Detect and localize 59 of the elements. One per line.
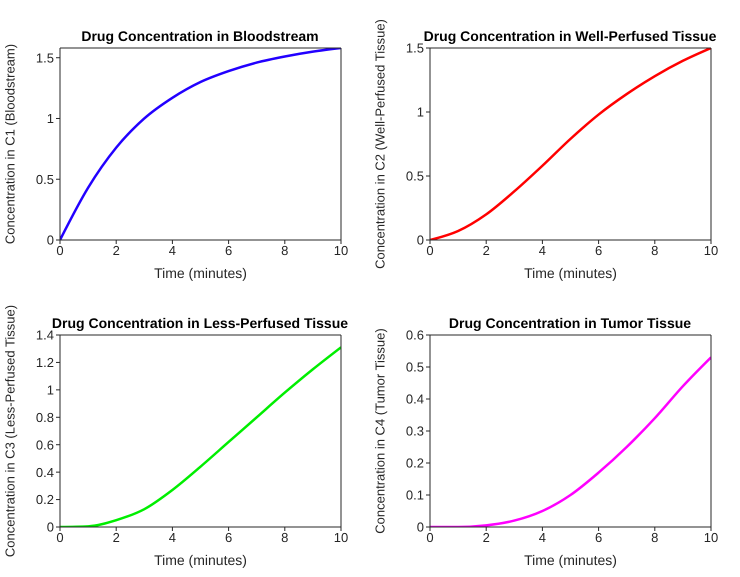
y-tick-label: 1 bbox=[46, 111, 54, 126]
x-tick-label: 10 bbox=[334, 530, 348, 546]
y-tick-label: 0.4 bbox=[36, 464, 54, 480]
y-tick-label: 0 bbox=[416, 232, 424, 248]
y-tick-label: 1 bbox=[46, 382, 54, 398]
y-tick-label: 0.5 bbox=[406, 360, 424, 375]
x-tick-label: 2 bbox=[112, 243, 120, 258]
y-tick-label: 0.5 bbox=[36, 172, 54, 187]
y-tick-label: 0.6 bbox=[36, 437, 54, 452]
x-axis-title: Time (minutes) bbox=[154, 265, 247, 281]
x-tick-label: 8 bbox=[281, 530, 288, 546]
x-tick-label: 10 bbox=[704, 530, 718, 546]
x-axis-title: Time (minutes) bbox=[154, 552, 247, 568]
y-tick-label: 0 bbox=[46, 232, 54, 248]
chart-title: Drug Concentration in Well-Perfused Tissue bbox=[424, 28, 718, 44]
x-tick-label: 0 bbox=[56, 243, 64, 258]
chart-title: Drug Concentration in Tumor Tissue bbox=[448, 315, 692, 331]
x-tick-label: 8 bbox=[651, 530, 658, 546]
y-axis-title: Concentration in C4 (Tumor Tissue) bbox=[372, 328, 388, 534]
y-axis-title: Concentration in C1 (Bloodstream) bbox=[2, 44, 18, 244]
y-tick-label: 1.5 bbox=[406, 40, 424, 56]
x-tick-label: 4 bbox=[538, 243, 546, 258]
y-tick-label: 0.4 bbox=[406, 392, 424, 407]
y-tick-label: 1.4 bbox=[36, 328, 54, 343]
x-tick-label: 6 bbox=[594, 530, 602, 546]
y-tick-label: 0.1 bbox=[406, 488, 424, 503]
x-axis-title: Time (minutes) bbox=[524, 265, 617, 281]
x-tick-label: 8 bbox=[281, 243, 288, 258]
x-tick-label: 2 bbox=[112, 530, 120, 546]
y-tick-label: 0.3 bbox=[406, 424, 424, 439]
y-axis-title: Concentration in C2 (Well-Perfused Tissue) bbox=[372, 19, 388, 269]
chart-title: Drug Concentration in Less-Perfused Tissue bbox=[52, 315, 350, 331]
x-tick-label: 6 bbox=[224, 530, 232, 546]
x-tick-label: 0 bbox=[56, 530, 64, 546]
x-tick-label: 0 bbox=[426, 243, 434, 258]
y-tick-label: 0 bbox=[46, 520, 54, 535]
x-tick-label: 6 bbox=[594, 243, 602, 258]
x-tick-label: 10 bbox=[704, 243, 718, 258]
y-tick-label: 0 bbox=[416, 520, 424, 535]
y-tick-label: 0.8 bbox=[36, 410, 54, 425]
y-tick-label: 0.5 bbox=[406, 168, 424, 184]
chart-title: Drug Concentration in Bloodstream bbox=[80, 28, 320, 44]
x-tick-label: 2 bbox=[482, 243, 490, 258]
x-tick-label: 0 bbox=[426, 530, 434, 546]
y-tick-label: 0.2 bbox=[36, 492, 54, 508]
x-tick-label: 10 bbox=[334, 243, 348, 258]
x-tick-label: 2 bbox=[482, 530, 490, 546]
y-tick-label: 1 bbox=[416, 104, 424, 120]
y-tick-label: 0.2 bbox=[406, 456, 424, 471]
y-tick-label: 1.2 bbox=[36, 355, 54, 370]
x-tick-label: 6 bbox=[224, 243, 232, 258]
y-tick-label: 1.5 bbox=[36, 50, 54, 66]
x-tick-label: 4 bbox=[538, 530, 546, 546]
x-tick-label: 4 bbox=[168, 530, 176, 546]
x-tick-label: 4 bbox=[168, 243, 176, 258]
y-axis-title: Concentration in C3 (Less-Perfused Tissue) bbox=[2, 304, 18, 558]
y-tick-label: 0.6 bbox=[406, 328, 424, 343]
x-tick-label: 8 bbox=[651, 243, 658, 258]
x-axis-title: Time (minutes) bbox=[524, 552, 617, 568]
